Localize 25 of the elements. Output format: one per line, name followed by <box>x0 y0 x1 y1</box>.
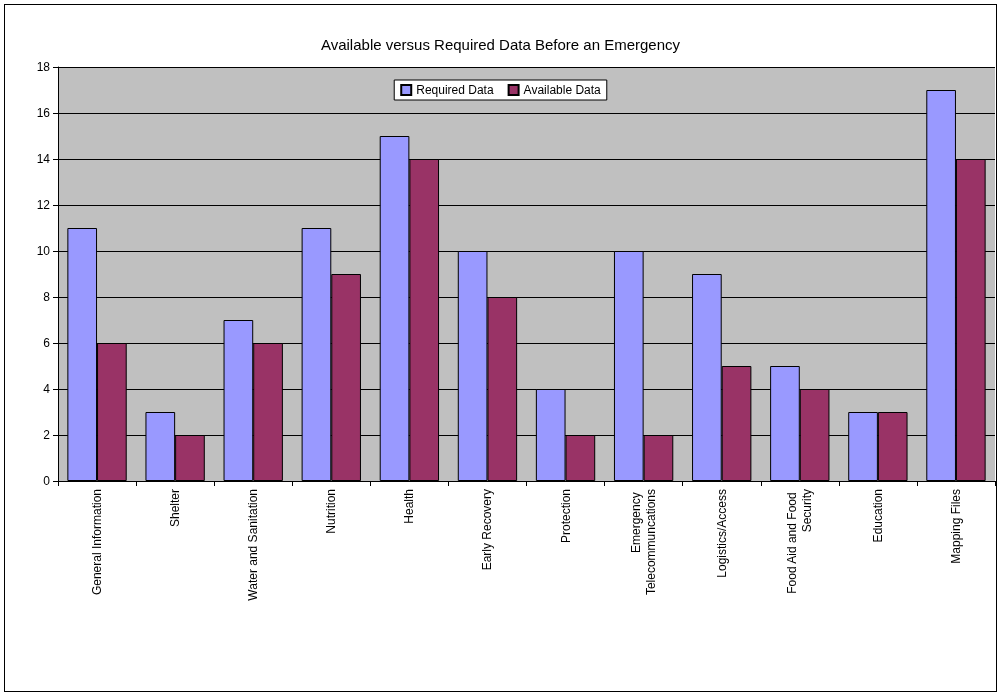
y-tick-label: 12 <box>36 198 51 212</box>
legend-label: Required Data <box>416 83 494 97</box>
x-tick-label: Food Aid and Food Security <box>785 489 815 594</box>
legend-label: Available Data <box>523 83 602 97</box>
x-tick-label: Health <box>402 489 417 524</box>
x-tick-label: General Information <box>90 489 105 596</box>
y-tick-label: 14 <box>36 152 51 166</box>
y-tick-label: 8 <box>43 290 51 304</box>
x-tick-label: Early Recovery <box>480 489 495 571</box>
x-tick-label: Education <box>870 489 885 543</box>
y-tick-label: 4 <box>43 382 51 396</box>
y-tick-label: 18 <box>36 60 51 74</box>
y-tick-label: 2 <box>43 428 51 442</box>
y-tick-label: 6 <box>43 336 51 350</box>
x-tick-label: Nutrition <box>324 489 339 534</box>
x-tick-label: Emergency Telecommuncations <box>629 489 659 596</box>
x-tick-label: Water and Sanitation <box>246 489 261 601</box>
chart-title: Available versus Required Data Before an Emergency <box>320 36 681 53</box>
x-tick-label: Mapping Files <box>948 489 963 564</box>
x-tick-label: Protection <box>558 489 573 544</box>
y-tick-label: 10 <box>36 244 51 258</box>
x-tick-label: Logistics/Access <box>714 489 729 578</box>
y-tick-label: 16 <box>36 106 51 120</box>
x-tick-label: Shelter <box>168 489 183 528</box>
y-tick-label: 0 <box>43 474 51 488</box>
